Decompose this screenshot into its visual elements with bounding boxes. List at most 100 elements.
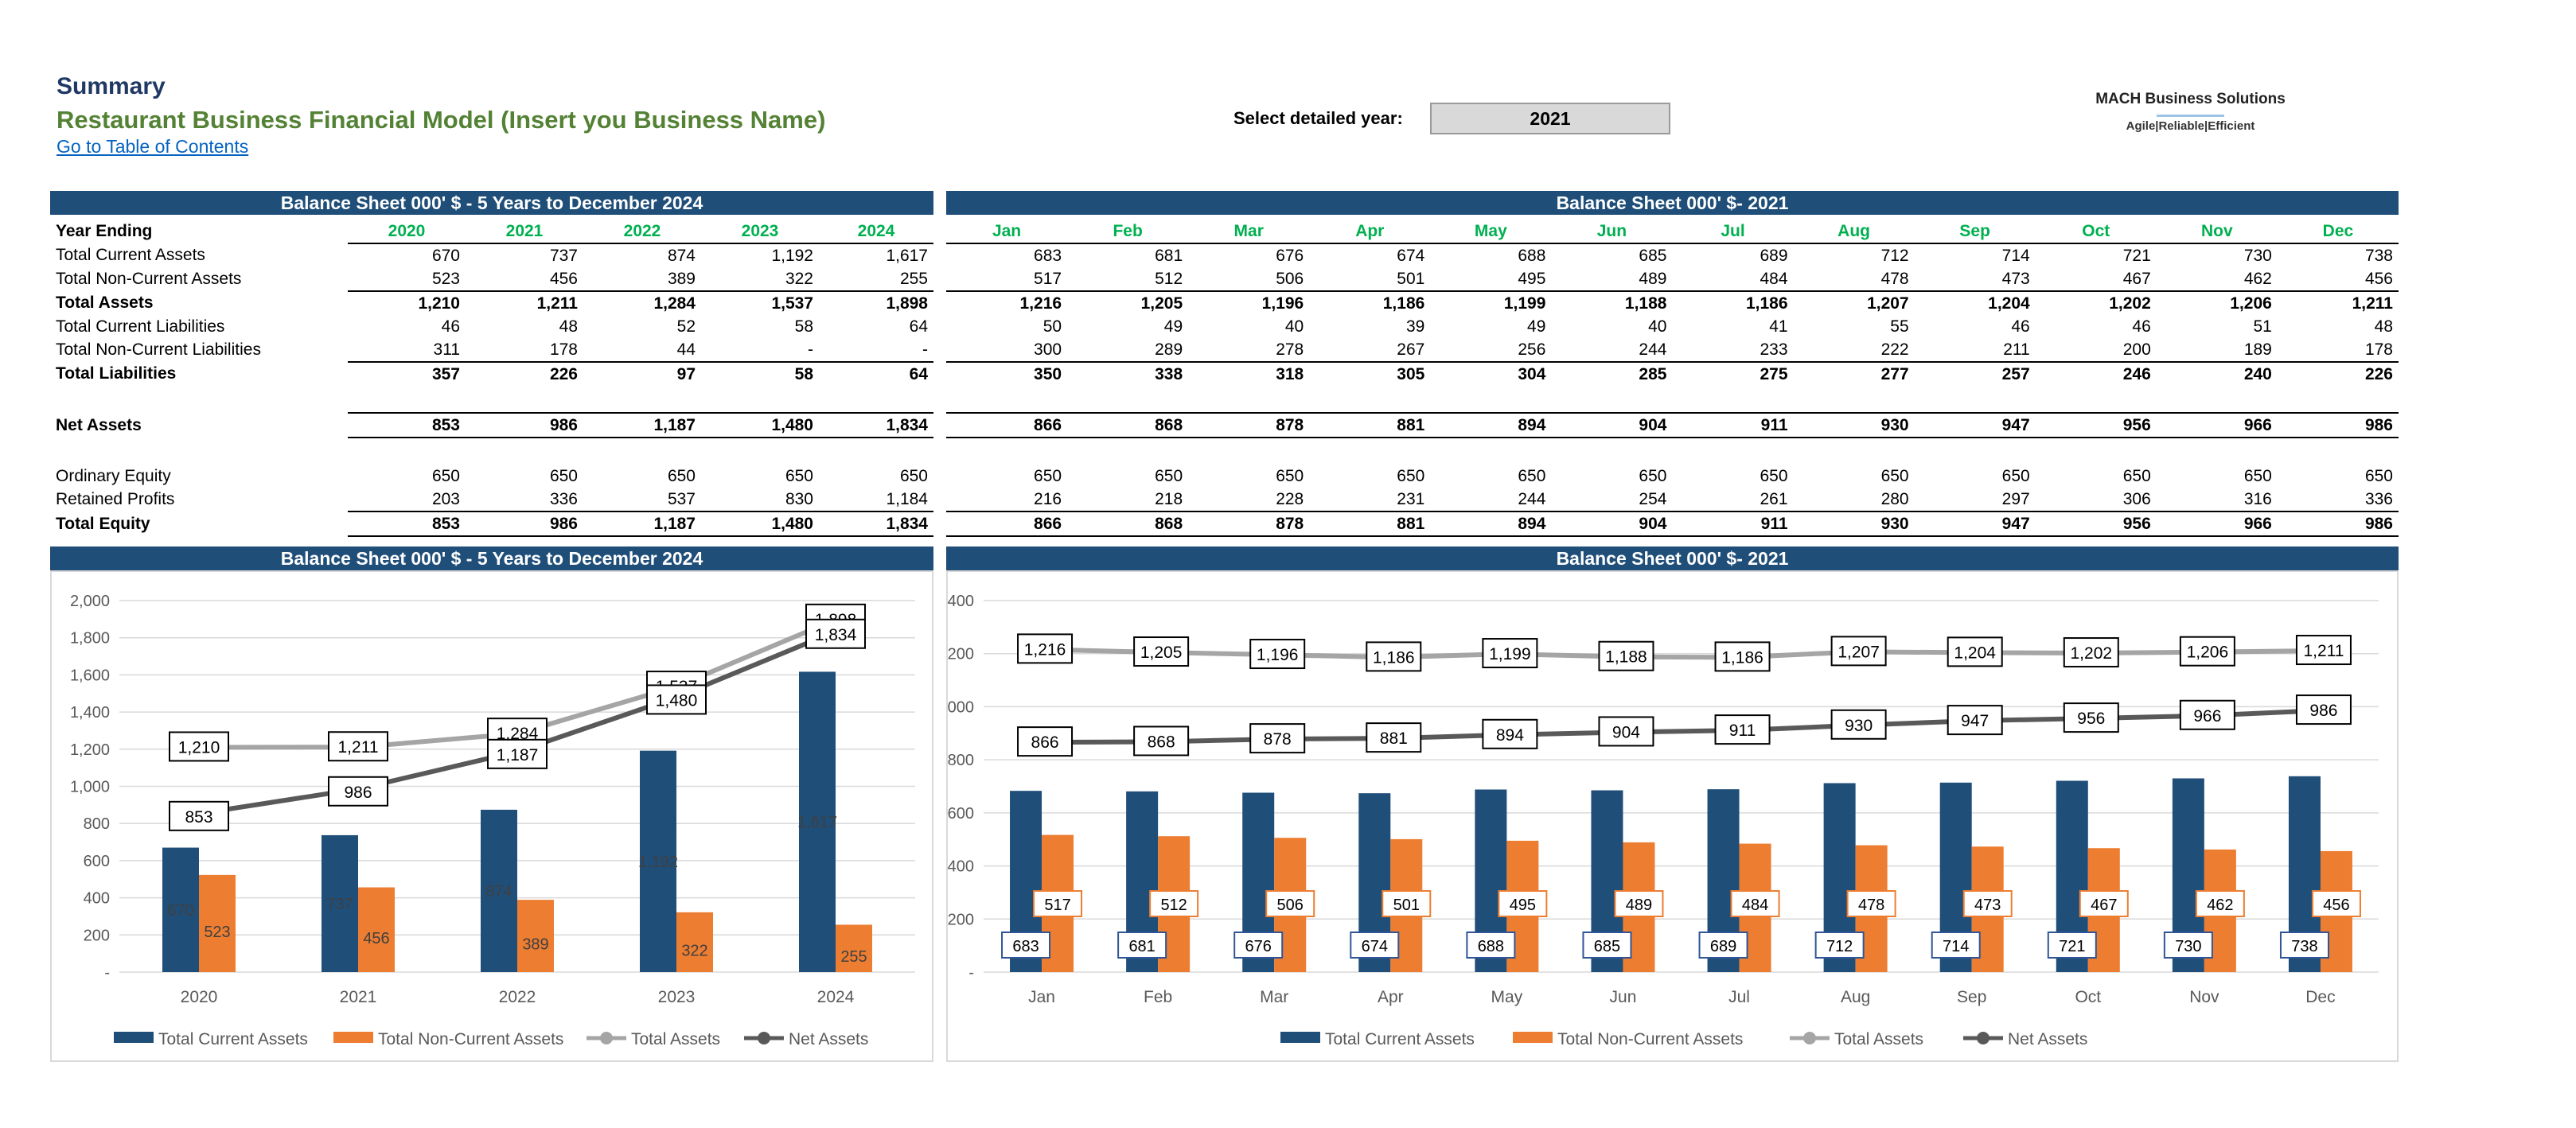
- value-cell: 1,480: [701, 412, 819, 438]
- data-label: 1,186: [1373, 648, 1415, 667]
- value-cell: 1,205: [1067, 290, 1189, 315]
- value-cell: 226: [466, 361, 583, 386]
- value-cell: 1,216: [946, 290, 1068, 315]
- data-label-box: [2179, 636, 2235, 667]
- value-cell: 986: [466, 511, 583, 537]
- value-cell: 40: [1284, 317, 1304, 336]
- y-tick-label: 200: [84, 927, 110, 944]
- value-cell: 853: [348, 511, 466, 537]
- row-label: Total Liabilities: [56, 364, 177, 383]
- row-label: Total Current Liabilities: [56, 317, 225, 336]
- data-label: 1,834: [815, 626, 857, 644]
- value-cell: 737: [549, 246, 578, 265]
- y-tick-label: 400: [84, 890, 110, 908]
- monthly-chart-header: Balance Sheet 000' $- 2021: [946, 546, 2399, 570]
- data-label: 930: [1845, 717, 1873, 735]
- value-cell: 1,617: [886, 246, 928, 265]
- data-label-box: [1117, 932, 1167, 959]
- data-label: 947: [1961, 712, 1989, 730]
- value-cell: 881: [1309, 511, 1431, 537]
- table-row: Total Non-Current Liabilities 311 178 44 - -: [50, 338, 933, 362]
- data-label: 467: [2091, 897, 2117, 914]
- y-tick-label: -: [968, 964, 974, 982]
- value-cell: 244: [1639, 340, 1667, 359]
- value-cell: 650: [1034, 466, 1062, 485]
- x-tick-label: 2024: [817, 988, 855, 1006]
- month-header: Jun: [1551, 220, 1673, 244]
- data-label: 478: [1858, 897, 1884, 914]
- legend-marker: [1977, 1032, 1989, 1044]
- year-ending-label: Year Ending: [56, 222, 153, 240]
- value-cell: 46: [2011, 317, 2030, 336]
- value-cell: 650: [2243, 466, 2272, 485]
- value-cell: 40: [1648, 317, 1667, 336]
- value-cell: 285: [1551, 361, 1673, 386]
- year-select[interactable]: 2021: [1430, 103, 1670, 134]
- value-cell: 689: [1760, 246, 1788, 265]
- data-label-box: [2295, 635, 2352, 666]
- x-tick-label: Nov: [2189, 988, 2219, 1006]
- value-cell: 261: [1760, 489, 1788, 508]
- value-cell: 304: [1430, 361, 1552, 386]
- data-label-box: [2047, 932, 2097, 959]
- data-label: 1,284: [497, 725, 539, 743]
- data-label: 874: [485, 883, 512, 900]
- value-cell: 228: [1276, 489, 1304, 508]
- y-tick-label: 800: [84, 815, 110, 833]
- data-label-box: [1947, 705, 2003, 736]
- value-cell: 866: [946, 511, 1068, 537]
- x-tick-label: Jan: [1028, 988, 1055, 1006]
- value-cell: 297: [2001, 489, 2030, 508]
- table-of-contents-link[interactable]: Go to Table of Contents: [57, 136, 249, 157]
- data-label-box: [1814, 932, 1865, 959]
- value-cell: 904: [1551, 412, 1673, 438]
- data-label-box: [2295, 694, 2352, 725]
- value-cell: 311: [433, 340, 460, 359]
- value-cell: 868: [1067, 412, 1189, 438]
- data-label: 894: [1496, 726, 1524, 745]
- value-cell: 1,196: [1188, 290, 1310, 315]
- value-cell: 1,188: [1551, 290, 1673, 315]
- value-cell: 866: [946, 412, 1068, 438]
- page-title: Summary: [57, 73, 166, 99]
- data-label: 523: [204, 924, 230, 941]
- value-cell: 240: [2156, 361, 2278, 386]
- data-label: 878: [1264, 730, 1292, 749]
- net-assets-line: [1042, 708, 2321, 745]
- value-cell: 966: [2156, 511, 2278, 537]
- value-cell: 1,206: [2156, 290, 2278, 315]
- value-cell: 650: [1760, 466, 1788, 485]
- value-cell: 947: [1914, 511, 2036, 537]
- legend-swatch: [1280, 1032, 1320, 1043]
- value-cell: 1,834: [819, 412, 933, 438]
- data-label: 1,186: [1721, 648, 1763, 667]
- data-label: 1,216: [1024, 640, 1066, 659]
- row-label: Retained Profits: [56, 490, 175, 508]
- value-cell: 218: [1155, 489, 1183, 508]
- value-cell: 55: [1890, 317, 1909, 336]
- value-cell: 650: [431, 466, 460, 485]
- month-header: Apr: [1309, 220, 1431, 244]
- table-row: 350 338 318 305 304 285 275 277 257 246 240 226: [946, 361, 2399, 386]
- value-cell: 650: [549, 466, 578, 485]
- data-label: 1,210: [178, 738, 220, 757]
- value-cell: 1,211: [466, 290, 583, 315]
- y-tick-label: 2,000: [70, 593, 110, 610]
- value-cell: 1,211: [2277, 290, 2399, 315]
- noncurrent-assets-bar: [676, 912, 713, 972]
- value-cell: 338: [1067, 361, 1189, 386]
- data-label-box: [1846, 890, 1896, 917]
- value-cell: 830: [785, 489, 813, 508]
- value-cell: 966: [2156, 412, 2278, 438]
- table-row: Total Assets 1,210 1,211 1,284 1,537 1,898: [50, 290, 933, 315]
- data-label-box: [2163, 932, 2213, 959]
- value-cell: 246: [2035, 361, 2157, 386]
- company-logo: MACH Business Solutions Agile|Reliable|E…: [2085, 91, 2296, 138]
- value-cell: 389: [667, 269, 696, 288]
- data-label: 681: [1128, 938, 1155, 955]
- data-label-box: [2279, 932, 2329, 959]
- value-cell: 685: [1639, 246, 1667, 265]
- legend-label: Total Current Assets: [158, 1030, 308, 1048]
- month-header: Aug: [1793, 220, 1915, 244]
- x-tick-label: Jul: [1728, 988, 1750, 1006]
